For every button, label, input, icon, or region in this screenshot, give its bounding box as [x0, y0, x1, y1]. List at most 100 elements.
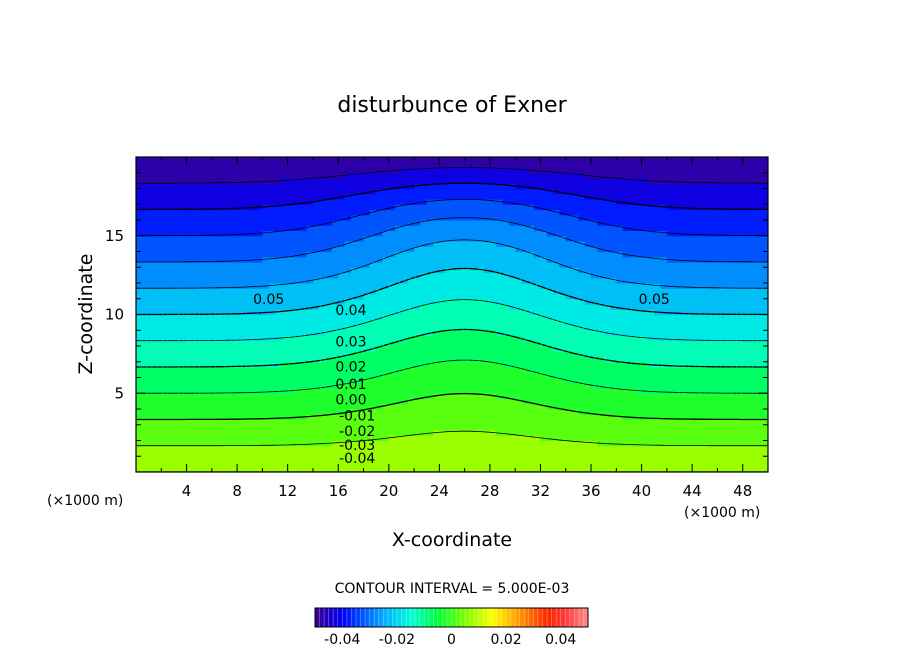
contour-cell — [306, 356, 314, 363]
contour-cell — [445, 424, 453, 431]
contour-cell — [256, 445, 263, 452]
contour-cell — [401, 199, 409, 205]
contour-cell — [357, 361, 365, 368]
contour-cell — [243, 424, 251, 431]
contour-cell — [591, 230, 598, 237]
contour-cell — [148, 409, 156, 415]
contour-cell — [660, 466, 668, 472]
contour-cell — [230, 367, 238, 373]
contour-cell — [376, 398, 384, 405]
contour-cell — [603, 461, 611, 468]
contour-cell — [470, 409, 478, 415]
contour-cell — [192, 456, 200, 463]
contour-cell — [426, 424, 434, 431]
contour-cell — [426, 199, 434, 205]
contour-cell — [407, 461, 415, 468]
contour-cell — [262, 414, 270, 421]
contour-cell — [369, 456, 377, 463]
contour-cell — [635, 419, 643, 426]
contour-cell — [622, 461, 630, 468]
contour-cell — [325, 340, 333, 347]
contour-cell — [338, 188, 346, 195]
contour-cell — [173, 267, 181, 274]
contour-cell — [464, 403, 472, 410]
contour-cell — [154, 445, 162, 452]
contour-cell — [180, 325, 188, 331]
contour-cell — [496, 178, 504, 184]
contour-cell — [521, 445, 529, 452]
contour-cell — [426, 204, 434, 211]
contour-cell — [426, 214, 434, 221]
contour-cell — [262, 398, 270, 405]
contour-cell — [610, 409, 617, 415]
contour-cell — [369, 419, 377, 426]
contour-cell — [154, 193, 162, 200]
contour-cell — [369, 193, 377, 200]
contour-cell — [477, 330, 485, 337]
contour-cell — [154, 319, 162, 326]
contour-cell — [647, 430, 655, 436]
contour-cell — [401, 466, 409, 472]
contour-cell — [426, 325, 434, 331]
contour-cell — [584, 403, 592, 410]
contour-cell — [357, 162, 365, 169]
contour-cell — [275, 230, 282, 237]
contour-cell — [546, 319, 554, 326]
contour-cell — [382, 346, 390, 352]
contour-cell — [300, 256, 308, 263]
contour-cell — [180, 162, 188, 169]
contour-cell — [483, 346, 491, 352]
contour-cell — [578, 314, 586, 321]
contour-cell — [363, 199, 371, 205]
contour-cell — [382, 367, 390, 373]
contour-cell — [597, 230, 605, 237]
contour-cell — [312, 256, 320, 263]
contour-cell — [515, 314, 523, 321]
contour-cell — [502, 172, 510, 179]
contour-cell — [483, 451, 491, 457]
contour-cell — [572, 172, 579, 179]
contour-cell — [559, 199, 567, 205]
contour-cell — [294, 335, 301, 342]
contour-cell — [458, 419, 466, 426]
contour-cell — [527, 372, 535, 379]
contour-cell — [243, 225, 251, 232]
contour-cell — [369, 372, 377, 379]
contour-cell — [180, 283, 188, 289]
contour-cell — [154, 167, 162, 174]
contour-cell — [268, 246, 276, 253]
contour-cell — [647, 461, 655, 468]
contour-cell — [312, 356, 320, 363]
contour-cell — [635, 209, 643, 216]
contour-cell — [521, 193, 529, 200]
contour-cell — [142, 283, 150, 289]
contour-cell — [420, 178, 428, 184]
contour-cell — [407, 419, 415, 426]
contour-cell — [331, 330, 339, 337]
contour-cell — [439, 377, 447, 384]
contour-cell — [559, 382, 567, 389]
contour-cell — [382, 251, 390, 258]
contour-cell — [237, 157, 245, 163]
contour-cell — [654, 188, 662, 195]
contour-cell — [616, 440, 624, 447]
contour-cell — [306, 367, 314, 373]
contour-cell — [401, 319, 409, 326]
contour-cell — [237, 288, 245, 295]
contour-cell — [445, 419, 453, 426]
contour-cell — [470, 246, 478, 253]
contour-cell — [534, 424, 542, 431]
contour-cell — [186, 246, 194, 253]
contour-cell — [433, 309, 440, 316]
contour-cell — [546, 335, 554, 342]
contour-cell — [287, 398, 295, 405]
contour-cell — [565, 183, 573, 190]
contour-cell — [136, 325, 143, 331]
contour-cell — [578, 304, 586, 310]
contour-cell — [319, 288, 327, 295]
contour-cell — [382, 451, 390, 457]
contour-cell — [458, 445, 466, 452]
contour-cell — [281, 398, 289, 405]
contour-cell — [357, 199, 365, 205]
contour-cell — [249, 330, 257, 337]
